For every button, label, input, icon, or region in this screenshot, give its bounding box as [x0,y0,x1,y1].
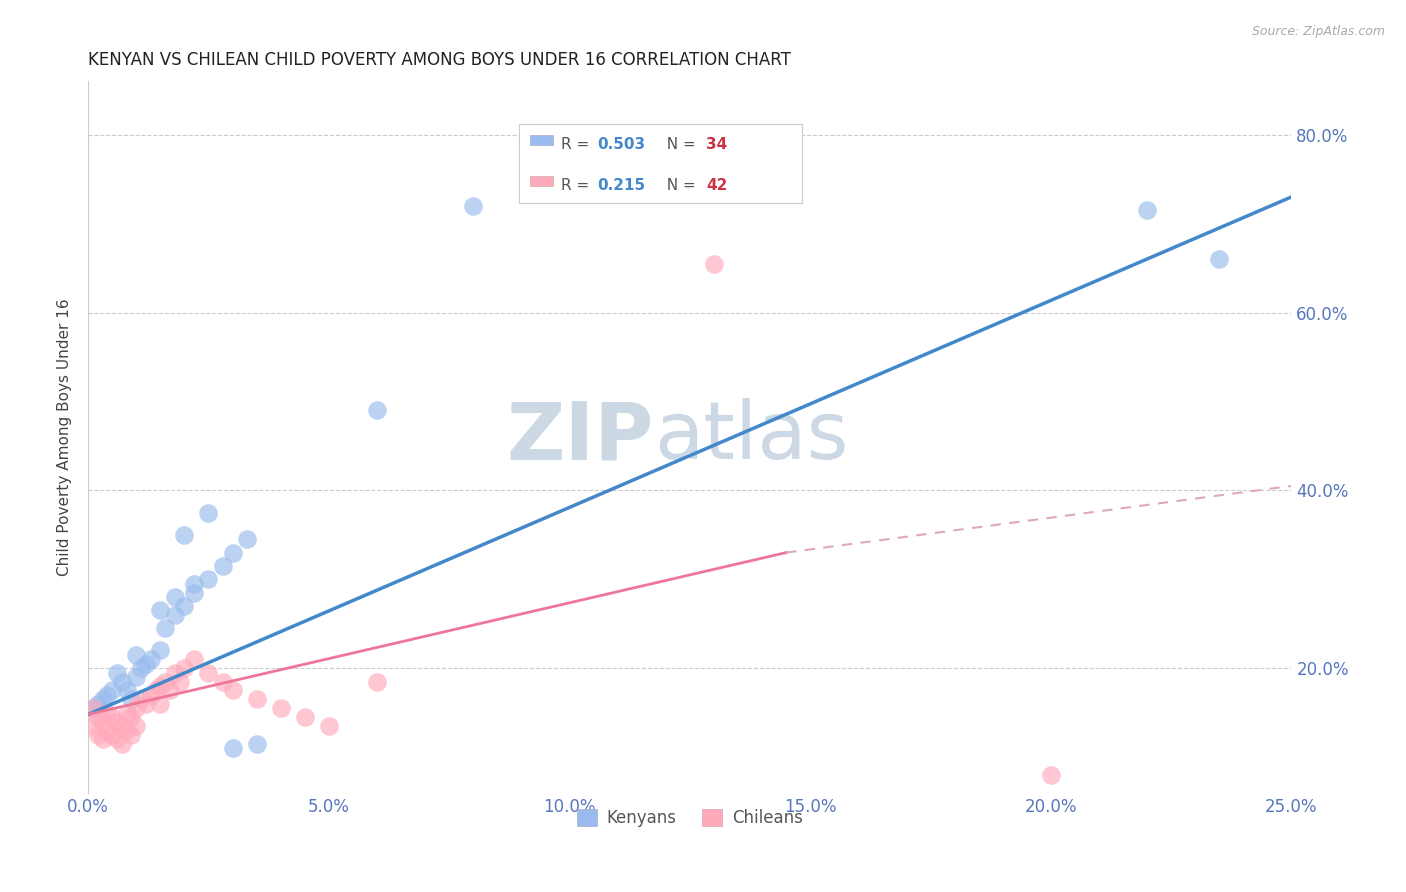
Point [149,697,172,711]
Point [212,674,235,689]
Point [463,199,485,213]
Point [82,701,104,715]
Text: 34: 34 [706,136,727,152]
Text: R =: R = [561,136,595,152]
Point [159,683,181,698]
Text: 0.215: 0.215 [598,178,645,193]
Point [318,719,340,733]
Point [236,533,259,547]
Point [169,674,191,689]
Point [87,710,110,724]
Point [149,679,172,693]
Text: atlas: atlas [654,398,848,476]
Point [197,572,219,586]
Point [246,737,269,751]
Point [82,719,104,733]
Text: N =: N = [657,136,700,152]
Point [294,710,316,724]
Point [129,661,152,675]
Point [246,692,269,706]
Point [212,558,235,573]
Point [96,706,118,720]
Point [1136,203,1159,218]
Point [173,528,195,542]
Point [91,692,114,706]
Point [121,728,143,742]
Point [221,545,243,559]
Point [101,683,124,698]
Point [125,648,148,662]
Point [149,643,172,657]
Point [96,723,118,738]
Point [153,674,176,689]
Point [125,719,148,733]
Point [153,621,176,635]
Point [1208,252,1230,267]
Point [197,506,219,520]
Point [183,585,205,599]
Point [173,661,195,675]
Point [91,732,114,747]
Point [139,688,162,702]
Text: R =: R = [561,178,595,193]
Point [145,683,167,698]
Point [135,697,157,711]
Point [173,599,195,613]
Point [163,607,186,622]
Point [111,674,134,689]
Point [366,674,388,689]
Point [221,741,243,756]
Point [101,728,124,742]
Text: 0.503: 0.503 [598,136,645,152]
Point [163,665,186,680]
Point [96,688,118,702]
Point [183,652,205,666]
Point [163,590,186,604]
Point [121,692,143,706]
Point [91,714,114,729]
Point [115,723,138,738]
Point [115,683,138,698]
Point [125,701,148,715]
Point [111,737,134,751]
Legend: Kenyans, Chileans: Kenyans, Chileans [571,803,810,834]
Point [135,657,157,671]
Point [183,576,205,591]
Point [197,665,219,680]
Point [129,692,152,706]
Point [270,701,292,715]
Text: Source: ZipAtlas.com: Source: ZipAtlas.com [1251,25,1385,38]
Point [703,257,725,271]
Point [87,728,110,742]
Point [101,710,124,724]
Text: 42: 42 [706,178,727,193]
Point [139,652,162,666]
Point [82,701,104,715]
Text: N =: N = [657,178,700,193]
Text: KENYAN VS CHILEAN CHILD POVERTY AMONG BOYS UNDER 16 CORRELATION CHART: KENYAN VS CHILEAN CHILD POVERTY AMONG BO… [89,51,792,69]
Point [366,403,388,417]
Point [105,732,128,747]
Point [105,665,128,680]
Point [121,710,143,724]
Point [221,683,243,698]
Point [125,670,148,684]
Point [105,714,128,729]
Text: ZIP: ZIP [506,398,654,476]
Point [111,719,134,733]
Point [87,697,110,711]
Point [1039,768,1062,782]
Point [149,603,172,617]
Point [115,706,138,720]
Y-axis label: Child Poverty Among Boys Under 16: Child Poverty Among Boys Under 16 [58,298,72,576]
